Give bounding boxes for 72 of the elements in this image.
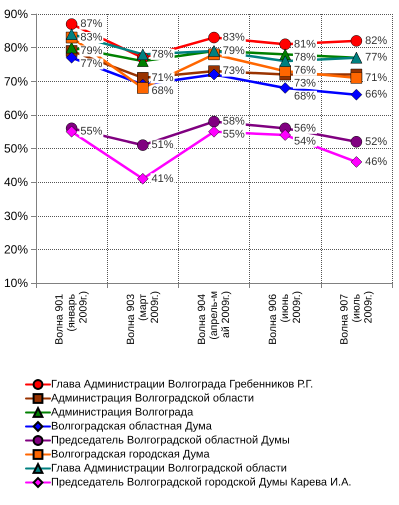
data-label: 54% — [294, 135, 316, 148]
point — [279, 129, 291, 141]
point — [279, 82, 291, 94]
legend-label: Глава Администрации Волгоградской области — [51, 462, 287, 474]
data-label: 68% — [294, 90, 316, 102]
data-label: 52% — [365, 136, 388, 148]
data-label: 46% — [365, 156, 388, 168]
point — [279, 38, 291, 50]
y-tick-label: 10% — [4, 276, 28, 290]
data-label: 58% — [222, 116, 245, 128]
point — [208, 126, 220, 138]
point — [350, 72, 362, 84]
data-label: 55% — [80, 126, 103, 138]
data-label: 83% — [222, 32, 245, 44]
data-label: 66% — [365, 88, 388, 101]
legend-label: Председатель Волгоградской городской Думы Карева И.А. — [51, 476, 352, 488]
point — [66, 18, 78, 30]
point — [208, 68, 220, 80]
data-label: 73% — [222, 65, 245, 78]
y-tick-label: 90% — [4, 7, 28, 21]
data-label: 79% — [80, 44, 103, 57]
x-tick-label: Волна 906 (июнь 2009г.) — [267, 291, 304, 345]
x-tick-label: Волна 901 (январь 2009г.) — [54, 291, 90, 345]
data-label: 51% — [152, 139, 174, 152]
data-label: 83% — [80, 32, 103, 44]
point — [137, 82, 149, 94]
legend-label: Волгоградская городская Дума — [51, 448, 210, 460]
point — [279, 55, 291, 67]
legend-label: Председатель Волгоградской областной Думы — [51, 434, 290, 446]
y-tick-label: 20% — [4, 242, 28, 256]
data-label: 71% — [365, 72, 388, 84]
y-tick-label: 40% — [4, 175, 28, 190]
data-label: 73% — [294, 77, 316, 90]
data-label: 68% — [152, 84, 174, 97]
x-tick-label: Волна 903 (март 2009г.) — [124, 291, 161, 345]
data-label: 71% — [152, 72, 174, 84]
point — [137, 48, 149, 60]
point — [350, 88, 362, 100]
y-tick-label: 30% — [4, 208, 28, 223]
data-label: 55% — [222, 128, 245, 141]
y-tick-label: 60% — [4, 108, 28, 122]
y-tick-label: 50% — [4, 142, 28, 156]
point — [66, 52, 78, 64]
y-tick-label: 80% — [4, 40, 28, 55]
x-tick-label: Волна 907 (июль 2009г.) — [338, 291, 374, 345]
point — [350, 35, 362, 47]
y-tick-label: 70% — [4, 74, 28, 88]
point — [350, 156, 362, 168]
data-label: 76% — [294, 64, 316, 76]
data-label: 82% — [365, 34, 388, 47]
data-label: 78% — [152, 48, 174, 60]
data-label: 81% — [294, 38, 316, 50]
data-label: 78% — [294, 51, 316, 64]
data-label: 56% — [294, 122, 316, 134]
point — [137, 139, 149, 151]
point — [137, 173, 149, 185]
point — [350, 136, 362, 148]
data-label: 77% — [365, 52, 388, 64]
x-tick-label: Волна 904 (апрель-май 2009г.) — [196, 291, 232, 345]
point — [66, 126, 78, 138]
data-label: 87% — [80, 18, 103, 30]
legend-label: Волгоградская областная Дума — [51, 420, 213, 432]
point — [66, 28, 78, 40]
legend-label: Администрация Волгограда — [51, 406, 194, 418]
data-label: 41% — [152, 172, 174, 185]
point — [208, 116, 220, 128]
data-label: 79% — [222, 44, 245, 57]
legend-label: Глава Администрации Волгограда Гребенников Р.Г. — [51, 378, 314, 390]
point — [66, 42, 78, 54]
point — [208, 32, 220, 44]
legend-label: Администрация Волгоградской области — [51, 392, 254, 404]
data-label: 77% — [80, 58, 103, 70]
